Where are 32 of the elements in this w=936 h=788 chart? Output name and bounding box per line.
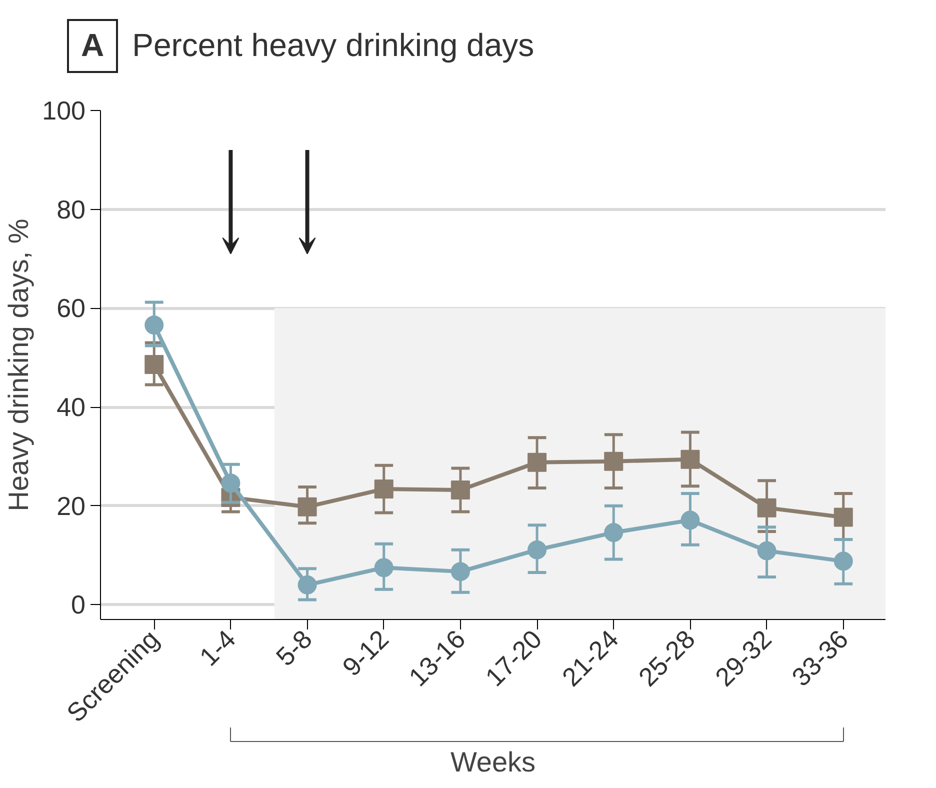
y-tick-label: 0	[71, 590, 86, 620]
point	[604, 523, 624, 542]
point	[757, 541, 776, 560]
y-tick-label: 20	[56, 490, 86, 521]
point	[374, 558, 394, 578]
y-tick-label: 40	[56, 392, 86, 422]
point	[374, 480, 394, 499]
point	[528, 452, 547, 472]
y-tick-label: 60	[56, 293, 86, 324]
point	[221, 474, 240, 493]
point	[144, 355, 164, 374]
x-tick-label: 5-8	[270, 624, 318, 672]
x-tick-label: 1-4	[194, 624, 242, 672]
point	[680, 510, 700, 530]
point	[450, 480, 470, 500]
point	[680, 450, 700, 469]
point	[298, 497, 317, 516]
point	[144, 315, 164, 334]
point	[834, 508, 853, 527]
point	[834, 552, 853, 571]
x-axis-title: Weeks	[450, 746, 536, 778]
x-tick-label: 9-12	[336, 624, 394, 682]
point	[298, 575, 317, 594]
point	[528, 540, 547, 560]
y-tick-label: 80	[56, 194, 86, 224]
point	[450, 562, 470, 582]
chart-title: Percent heavy drinking days	[132, 27, 534, 63]
point	[757, 498, 776, 518]
text: A	[67, 19, 118, 73]
y-tick-label: 100	[42, 96, 86, 126]
y-axis-title: Heavy drinking days, %	[3, 218, 34, 512]
point	[604, 452, 624, 471]
